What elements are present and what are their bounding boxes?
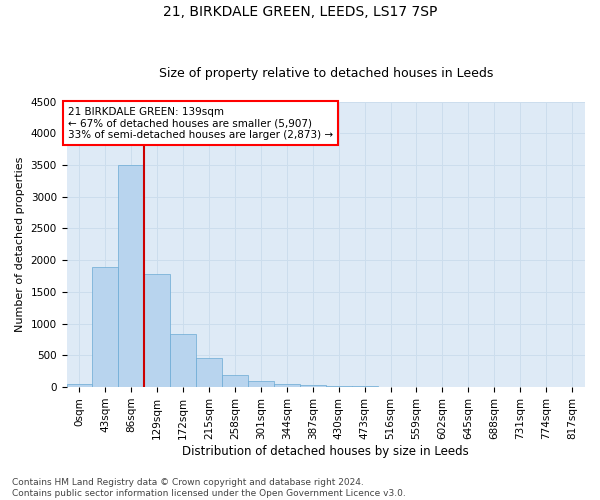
Bar [274, 384, 300, 387]
Bar [144, 274, 170, 387]
Y-axis label: Number of detached properties: Number of detached properties [15, 156, 25, 332]
Bar [118, 165, 144, 387]
Bar [352, 386, 377, 387]
Bar [248, 381, 274, 387]
Bar [300, 384, 326, 387]
Text: Contains HM Land Registry data © Crown copyright and database right 2024.
Contai: Contains HM Land Registry data © Crown c… [12, 478, 406, 498]
Bar [170, 334, 196, 387]
Bar [196, 358, 222, 387]
Bar [92, 266, 118, 387]
Text: 21 BIRKDALE GREEN: 139sqm
← 67% of detached houses are smaller (5,907)
33% of se: 21 BIRKDALE GREEN: 139sqm ← 67% of detac… [68, 106, 333, 140]
Bar [326, 386, 352, 387]
Bar [222, 376, 248, 387]
Bar [67, 384, 92, 387]
Title: Size of property relative to detached houses in Leeds: Size of property relative to detached ho… [158, 66, 493, 80]
Text: 21, BIRKDALE GREEN, LEEDS, LS17 7SP: 21, BIRKDALE GREEN, LEEDS, LS17 7SP [163, 5, 437, 19]
X-axis label: Distribution of detached houses by size in Leeds: Distribution of detached houses by size … [182, 444, 469, 458]
